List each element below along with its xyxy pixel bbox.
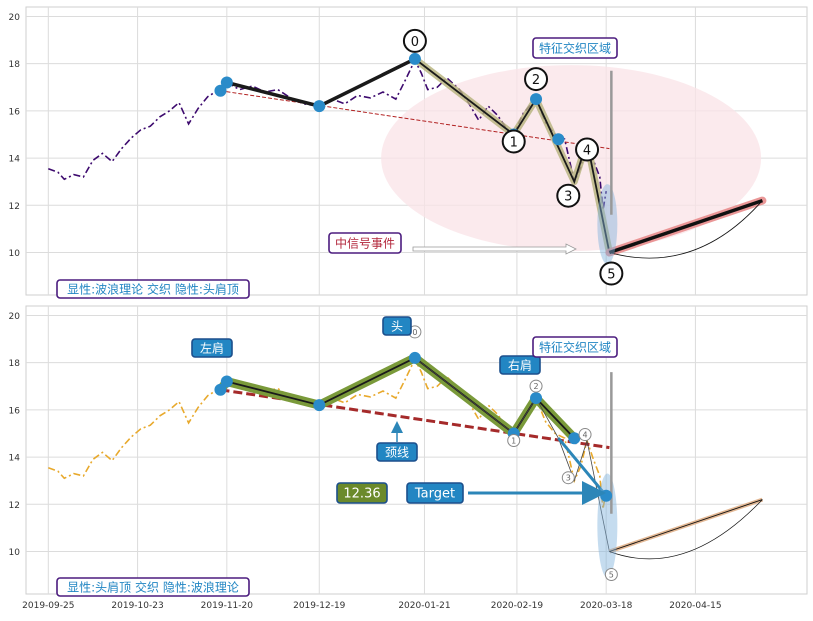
key-point (530, 392, 543, 405)
key-point (568, 432, 581, 445)
event-label: 中信号事件 (335, 235, 395, 250)
interweave-region (381, 65, 762, 252)
wave5-highlight (597, 184, 618, 265)
head-label-box (382, 316, 412, 336)
wave-label: 0 (411, 35, 419, 50)
wave-label: 1 (510, 135, 518, 150)
region-label-box (532, 336, 618, 358)
key-point (408, 52, 421, 65)
y-tick-label: 10 (9, 548, 21, 558)
x-tick-label: 2020-03-18 (580, 601, 633, 611)
target-value-label-box (336, 482, 388, 504)
y-tick-label: 16 (9, 107, 21, 117)
wave-marker (575, 137, 600, 162)
wave-marker (402, 28, 427, 53)
target-label: Target (414, 487, 455, 502)
wave-marker (561, 471, 575, 485)
neckline (220, 90, 610, 150)
neckline-label-box (376, 442, 418, 462)
wave-marker (524, 67, 549, 92)
x-tick-label: 2019-10-23 (111, 601, 163, 611)
wave-label: 5 (607, 268, 615, 283)
wave-marker (578, 428, 592, 442)
wave-marker (604, 568, 618, 582)
wave-label: 3 (566, 474, 571, 483)
x-tick-labels: 2019-09-25 2019-10-23 2019-11-20 2019-12-19… (22, 601, 721, 611)
wave5-highlight (597, 473, 618, 578)
right-shoulder-label-box (499, 355, 541, 375)
bottom-label: 显性:波浪理论 交织 隐性:头肩顶 (67, 281, 239, 296)
y-tick-label: 20 (9, 312, 21, 322)
projection-arc (609, 200, 763, 259)
wave-marker (556, 183, 581, 208)
key-point (214, 383, 227, 396)
wave-marker (501, 129, 526, 154)
key-point (600, 489, 613, 502)
projection-arc (609, 499, 763, 560)
neckline-label: 颈线 (385, 445, 409, 459)
y-tick-label: 10 (9, 249, 21, 259)
bottom-label-box (56, 577, 250, 597)
projection-line (609, 499, 763, 552)
key-point (530, 93, 543, 106)
key-point (313, 100, 326, 113)
y-tick-label: 12 (9, 202, 20, 212)
bottom-label: 显性:头肩顶 交织 隐性:波浪理论 (67, 579, 239, 594)
y-tick-label: 18 (9, 359, 21, 369)
region-label: 特征交织区域 (539, 339, 611, 354)
key-point (408, 351, 421, 364)
wave-label: 4 (583, 144, 591, 159)
x-tick-label: 2019-09-25 (22, 601, 74, 611)
target-label-box (406, 482, 464, 504)
y-tick-label: 18 (9, 60, 21, 70)
x-tick-label: 2020-01-21 (398, 601, 450, 611)
event-label-box (328, 232, 402, 254)
region-label-box (532, 37, 618, 59)
x-tick-label: 2019-12-19 (293, 601, 346, 611)
key-point (220, 76, 233, 89)
y-tick-label: 14 (9, 155, 21, 165)
y-tick-label: 20 (9, 13, 21, 23)
wave-marker (599, 261, 624, 286)
y-tick-label: 14 (9, 454, 21, 464)
price-series (48, 357, 607, 510)
wave-marker (507, 433, 521, 447)
wave-label: 4 (582, 431, 587, 440)
bottom-label-box (56, 279, 250, 299)
left-shoulder-label-box (191, 338, 233, 358)
head-label: 头 (391, 319, 403, 333)
key-point (552, 133, 565, 146)
wave-marker (529, 379, 543, 393)
x-tick-label: 2020-02-19 (491, 601, 544, 611)
x-tick-label: 2019-11-20 (201, 601, 254, 611)
wave-label: 5 (609, 571, 614, 580)
key-point (220, 375, 233, 388)
key-point (313, 399, 326, 412)
projection-line (608, 198, 763, 255)
wave-label: 3 (564, 190, 572, 205)
right-shoulder-label: 右肩 (508, 357, 532, 372)
price-series (48, 58, 607, 211)
wave-label: 2 (532, 73, 540, 88)
wave-label: 2 (533, 382, 538, 391)
region-label: 特征交织区域 (539, 40, 611, 55)
y-tick-label: 12 (9, 501, 20, 511)
x-tick-label: 2020-04-15 (669, 601, 721, 611)
y-tick-label: 16 (9, 406, 21, 416)
key-point (214, 84, 227, 97)
wave-label: 1 (511, 436, 516, 445)
wave-label: 0 (412, 328, 417, 337)
event-arrow (412, 243, 577, 255)
target-value-label: 12.36 (343, 487, 380, 502)
left-shoulder-label: 左肩 (200, 340, 224, 355)
